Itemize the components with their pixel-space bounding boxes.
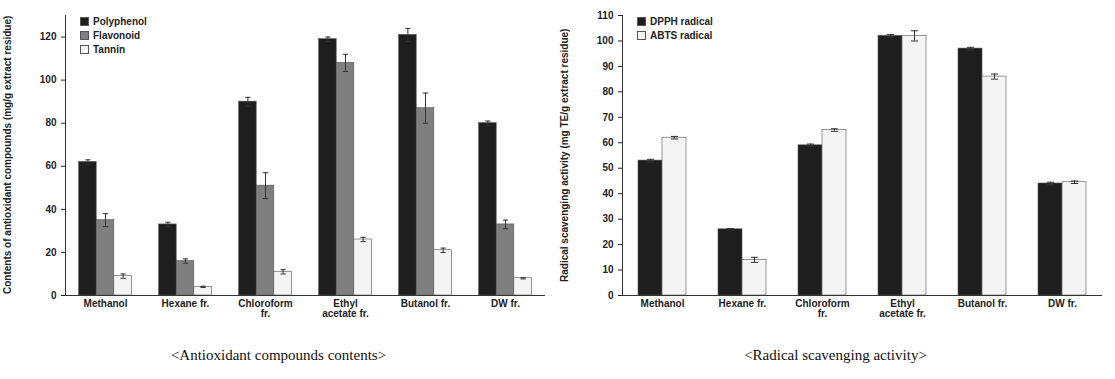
svg-text:Chloroformfr.: Chloroformfr.	[795, 298, 850, 319]
html-text:<Antioxidant compounds content: <Antioxidant compounds contents>	[170, 347, 387, 363]
svg-text:80: 80	[45, 117, 57, 128]
svg-text:Ethylacetate fr.: Ethylacetate fr.	[322, 298, 369, 319]
svg-text:Methanol: Methanol	[641, 298, 685, 309]
svg-text:120: 120	[40, 31, 57, 42]
svg-text:Butanol fr.: Butanol fr.	[401, 298, 451, 309]
svg-text:Butanol fr.: Butanol fr.	[958, 298, 1008, 309]
svg-text:40: 40	[602, 188, 614, 199]
svg-text:50: 50	[602, 162, 614, 173]
html-text:ABTS radical: ABTS radical	[650, 29, 713, 41]
svg-text:DW fr.: DW fr.	[491, 298, 520, 309]
html-text:DPPH radical: DPPH radical	[650, 15, 713, 27]
svg-text:30: 30	[602, 213, 614, 224]
svg-text:Methanol: Methanol	[84, 298, 128, 309]
html-text:Flavonoid: Flavonoid	[93, 29, 141, 41]
svg-text:100: 100	[597, 35, 614, 46]
svg-text:60: 60	[45, 160, 57, 171]
html-text:Radical scavenging activity (m: Radical scavenging activity (mg TE/g ext…	[559, 28, 570, 282]
svg-text:70: 70	[602, 112, 614, 123]
svg-text:80: 80	[602, 86, 614, 97]
svg-text:90: 90	[602, 61, 614, 72]
html-text:<Radical scavenging activity>: <Radical scavenging activity>	[744, 347, 927, 363]
svg-text:Ethylacetate fr.: Ethylacetate fr.	[879, 298, 926, 319]
svg-text:DW fr.: DW fr.	[1048, 298, 1077, 309]
html-text:Tannin: Tannin	[93, 43, 125, 55]
html-text:Contents of antioxidant compou: Contents of antioxidant compounds (mg/g …	[2, 15, 13, 295]
svg-text:20: 20	[602, 239, 614, 250]
svg-text:40: 40	[45, 204, 57, 215]
svg-text:0: 0	[608, 290, 614, 301]
svg-text:0: 0	[51, 290, 57, 301]
svg-text:Chloroformfr.: Chloroformfr.	[238, 298, 293, 319]
svg-text:60: 60	[602, 137, 614, 148]
svg-text:110: 110	[597, 10, 614, 21]
svg-text:10: 10	[602, 264, 614, 275]
svg-text:100: 100	[40, 74, 57, 85]
svg-text:Hexane fr.: Hexane fr.	[719, 298, 767, 309]
svg-text:Hexane fr.: Hexane fr.	[162, 298, 210, 309]
svg-text:20: 20	[45, 247, 57, 258]
html-text:Polyphenol: Polyphenol	[93, 15, 147, 27]
